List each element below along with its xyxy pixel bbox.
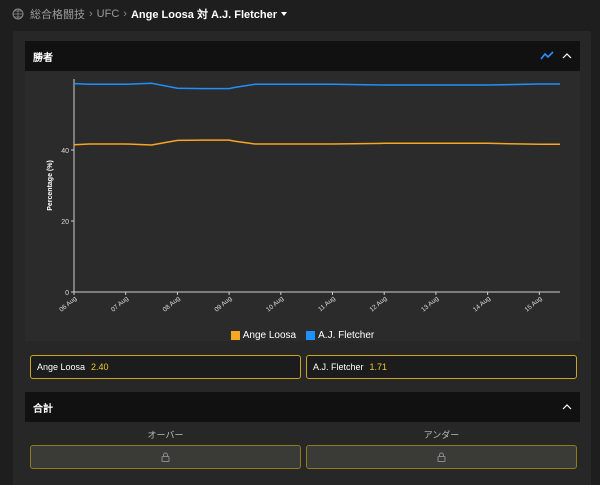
total-header[interactable]: 合計: [25, 392, 580, 422]
odds-value-fighter2: 1.71: [369, 362, 388, 372]
legend-item-fighter1[interactable]: Ange Loosa: [230, 330, 297, 341]
odds-value-fighter1: 2.40: [91, 362, 109, 372]
trend-line-icon[interactable]: [540, 51, 554, 61]
line-chart: 0 20 40 Percentage (%) 06 Aug 07 Aug 08 Aug 09 …: [47, 79, 560, 314]
chart-legend: Ange Loosa A.J. Fletcher: [25, 330, 580, 341]
under-label: アンダー: [423, 430, 460, 440]
odds-name-fighter2: A.J. Fletcher: [313, 362, 364, 372]
chevron-up-icon[interactable]: [562, 404, 572, 410]
x-tick-label: 12 Aug: [368, 295, 388, 314]
x-tick-label: 08 Aug: [162, 295, 182, 314]
legend-item-fighter2[interactable]: A.J. Fletcher: [306, 330, 374, 341]
odds-button-fighter2[interactable]: A.J. Fletcher 1.71: [306, 355, 577, 379]
lock-icon: [161, 452, 170, 462]
odds-button-fighter1[interactable]: Ange Loosa 2.40: [30, 355, 301, 379]
breadcrumb: 総合格闘技 › UFC › Ange Loosa 対 A.J. Fletcher: [12, 6, 288, 22]
winner-title: 勝者: [33, 52, 53, 64]
x-tick-label: 09 Aug: [213, 295, 233, 314]
winner-chart: 0 20 40 Percentage (%) 06 Aug 07 Aug 08 Aug 09 …: [25, 71, 580, 341]
y-tick-label: 40: [61, 148, 69, 155]
total-title: 合計: [33, 403, 53, 415]
series-line-1: [73, 139, 560, 146]
breadcrumb-separator: ›: [123, 8, 127, 20]
breadcrumb-root[interactable]: 総合格闘技: [30, 9, 85, 21]
grid-icon: [12, 8, 24, 20]
y-axis-label: Percentage (%): [47, 160, 54, 211]
legend-label-fighter1: Ange Loosa: [242, 330, 297, 341]
legend-swatch-orange: [230, 331, 240, 340]
legend-swatch-blue: [306, 331, 316, 340]
winner-header[interactable]: 勝者: [25, 41, 580, 71]
over-button-locked[interactable]: [30, 445, 301, 469]
series-line-2: [73, 82, 560, 90]
legend-label-fighter2: A.J. Fletcher: [318, 330, 375, 341]
breadcrumb-separator: ›: [89, 8, 93, 20]
x-tick-label: 06 Aug: [58, 295, 78, 314]
chevron-up-icon[interactable]: [562, 53, 572, 59]
x-tick-label: 11 Aug: [317, 295, 337, 313]
under-button-locked[interactable]: [306, 445, 577, 469]
x-tick-label: 10 Aug: [265, 295, 285, 314]
caret-down-icon[interactable]: [281, 12, 288, 16]
breadcrumb-league[interactable]: UFC: [96, 8, 120, 20]
lock-icon: [437, 452, 446, 462]
breadcrumb-event[interactable]: Ange Loosa 対 A.J. Fletcher: [130, 9, 278, 21]
x-tick-label: 15 Aug: [524, 295, 544, 314]
x-tick-label: 07 Aug: [110, 295, 130, 314]
y-tick-label: 0: [65, 290, 69, 297]
over-label: オーバー: [147, 430, 184, 440]
x-tick-label: 13 Aug: [420, 295, 440, 314]
x-tick-label: 14 Aug: [472, 295, 492, 314]
market-panel: 勝者 0 20 40 Percentage (%) 06 Aug 07 Aug 08 Aug…: [13, 31, 591, 485]
odds-name-fighter1: Ange Loosa: [37, 362, 86, 372]
y-tick-label: 20: [61, 219, 69, 226]
